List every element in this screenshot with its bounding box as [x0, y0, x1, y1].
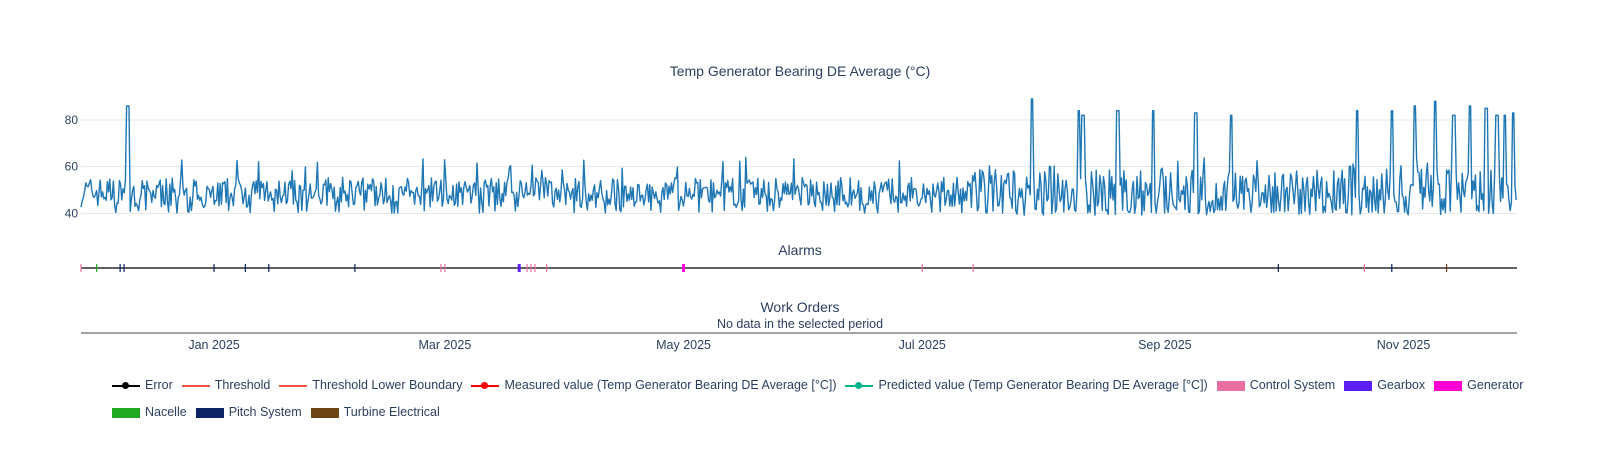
temperature-y-ticks: 40 60 80	[65, 113, 79, 220]
legend-label: Threshold	[214, 378, 271, 392]
legend-symbol-icon	[1344, 380, 1373, 392]
legend-item[interactable]: Gearbox	[1344, 372, 1425, 399]
legend-label: Pitch System	[228, 405, 302, 419]
alarm-marker[interactable]	[921, 264, 923, 272]
alarm-marker[interactable]	[244, 264, 246, 272]
alarm-marker[interactable]	[1363, 264, 1366, 272]
alarm-marker[interactable]	[444, 264, 446, 272]
alarm-marker[interactable]	[1391, 264, 1393, 272]
alarm-marker[interactable]	[354, 264, 356, 272]
x-tick-label: Sep 2025	[1138, 338, 1192, 352]
legend-label: Nacelle	[145, 405, 187, 419]
work-orders-empty-message: No data in the selected period	[717, 317, 883, 331]
legend-label: Generator	[1467, 378, 1524, 392]
legend-label: Measured value (Temp Generator Bearing D…	[504, 378, 837, 392]
legend-item[interactable]: Generator	[1434, 372, 1523, 399]
alarm-markers	[80, 264, 1448, 272]
legend-item[interactable]: Threshold	[181, 372, 271, 399]
temperature-chart-title: Temp Generator Bearing DE Average (°C)	[670, 63, 931, 79]
legend-symbol-icon	[471, 380, 500, 392]
legend-label: Predicted value (Temp Generator Bearing …	[878, 378, 1208, 392]
legend-symbol-icon	[310, 407, 339, 419]
x-tick-label: Nov 2025	[1377, 338, 1431, 352]
alarm-marker[interactable]	[213, 264, 215, 272]
legend-label: Gearbox	[1377, 378, 1426, 392]
legend-symbol-icon	[112, 380, 140, 392]
legend-item[interactable]: Error	[112, 372, 173, 399]
alarm-marker[interactable]	[682, 264, 686, 272]
alarm-marker[interactable]	[96, 264, 98, 272]
legend-item[interactable]: Pitch System	[195, 399, 302, 426]
legend: Error Threshold Threshold Lower Boundary Me…	[112, 372, 1552, 426]
y-tick-label: 60	[65, 160, 79, 174]
alarm-marker[interactable]	[80, 264, 82, 272]
temperature-series-line[interactable]	[80, 98, 1517, 216]
legend-label: Turbine Electrical	[343, 405, 440, 419]
y-tick-label: 80	[65, 113, 79, 127]
legend-item[interactable]: Threshold Lower Boundary	[279, 372, 462, 399]
alarms-title: Alarms	[778, 242, 822, 258]
y-tick-label: 40	[65, 206, 79, 220]
legend-item[interactable]: Turbine Electrical	[310, 399, 440, 426]
legend-item[interactable]: Predicted value (Temp Generator Bearing …	[845, 372, 1208, 399]
legend-item[interactable]: Measured value (Temp Generator Bearing D…	[471, 372, 836, 399]
alarm-marker[interactable]	[530, 264, 532, 272]
alarm-marker[interactable]	[123, 264, 125, 272]
legend-row: Nacelle Pitch System Turbine Electrical	[112, 399, 1552, 426]
x-tick-label: Jul 2025	[899, 338, 946, 352]
alarm-marker[interactable]	[534, 264, 536, 272]
alarm-marker[interactable]	[517, 264, 521, 272]
legend-label: Threshold Lower Boundary	[312, 378, 463, 392]
work-orders-title: Work Orders	[760, 299, 839, 315]
x-axis-ticks: Jan 2025 Mar 2025 May 2025 Jul 2025 Sep 2025…	[188, 338, 1430, 352]
alarm-marker[interactable]	[1277, 264, 1279, 272]
alarm-marker[interactable]	[972, 264, 974, 272]
alarm-marker[interactable]	[268, 264, 270, 272]
alarm-marker[interactable]	[119, 264, 121, 272]
legend-label: Error	[145, 378, 173, 392]
legend-symbol-icon	[181, 380, 210, 392]
legend-symbol-icon	[112, 407, 140, 419]
alarm-marker[interactable]	[1445, 264, 1448, 272]
alarm-marker[interactable]	[440, 264, 442, 272]
x-tick-label: May 2025	[656, 338, 711, 352]
legend-item[interactable]: Nacelle	[112, 399, 187, 426]
legend-row: Error Threshold Threshold Lower Boundary Me…	[112, 372, 1552, 399]
x-tick-label: Mar 2025	[418, 338, 471, 352]
legend-label: Control System	[1249, 378, 1336, 392]
x-tick-label: Jan 2025	[188, 338, 239, 352]
alarm-marker[interactable]	[546, 264, 548, 272]
legend-item[interactable]: Control System	[1216, 372, 1336, 399]
chart-canvas: Temp Generator Bearing DE Average (°C) 4…	[65, 63, 1517, 352]
legend-symbol-icon	[1216, 380, 1245, 392]
legend-symbol-icon	[1434, 380, 1463, 392]
legend-symbol-icon	[195, 407, 224, 419]
alarm-marker[interactable]	[526, 264, 528, 272]
legend-symbol-icon	[279, 380, 308, 392]
temperature-grid	[81, 119, 1517, 214]
legend-symbol-icon	[845, 380, 874, 392]
